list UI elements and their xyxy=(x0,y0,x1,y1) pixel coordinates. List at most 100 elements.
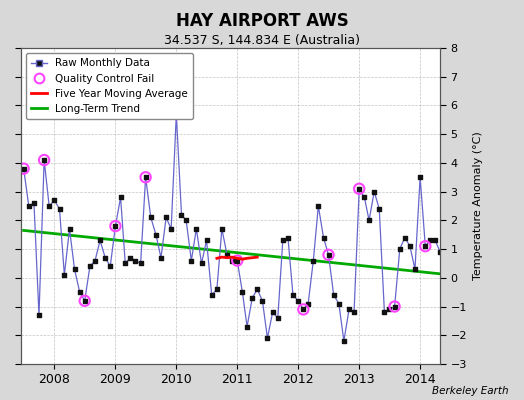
Point xyxy=(111,223,119,229)
Point xyxy=(396,246,404,252)
Point xyxy=(233,257,242,264)
Point xyxy=(182,217,190,224)
Point xyxy=(116,194,125,200)
Point xyxy=(284,234,292,241)
Point xyxy=(25,203,33,209)
Point xyxy=(289,292,297,298)
Y-axis label: Temperature Anomaly (°C): Temperature Anomaly (°C) xyxy=(473,132,483,280)
Point xyxy=(81,298,89,304)
Point xyxy=(213,286,221,292)
Point xyxy=(335,300,343,307)
Point xyxy=(350,309,358,316)
Point xyxy=(294,298,302,304)
Point xyxy=(411,266,419,272)
Point xyxy=(208,292,216,298)
Point xyxy=(217,226,226,232)
Point xyxy=(355,186,364,192)
Text: HAY AIRPORT AWS: HAY AIRPORT AWS xyxy=(176,12,348,30)
Point xyxy=(390,303,399,310)
Legend: Raw Monthly Data, Quality Control Fail, Five Year Moving Average, Long-Term Tren: Raw Monthly Data, Quality Control Fail, … xyxy=(26,53,193,119)
Point xyxy=(30,200,38,206)
Point xyxy=(86,263,94,270)
Point xyxy=(141,174,150,180)
Point xyxy=(436,249,444,255)
Point xyxy=(60,272,69,278)
Point xyxy=(106,263,114,270)
Point xyxy=(233,257,242,264)
Point xyxy=(274,315,282,321)
Point xyxy=(19,166,28,172)
Point xyxy=(243,324,252,330)
Point xyxy=(314,203,323,209)
Point xyxy=(400,234,409,241)
Point xyxy=(131,257,139,264)
Point xyxy=(299,306,308,313)
Point xyxy=(152,232,160,238)
Point xyxy=(421,243,430,250)
Point xyxy=(56,206,64,212)
Point xyxy=(172,111,180,117)
Point xyxy=(324,252,333,258)
Point xyxy=(40,157,48,163)
Point xyxy=(416,174,424,180)
Point xyxy=(141,174,150,180)
Point xyxy=(177,212,185,218)
Point xyxy=(81,298,89,304)
Text: 34.537 S, 144.834 E (Australia): 34.537 S, 144.834 E (Australia) xyxy=(164,34,360,47)
Point xyxy=(426,237,434,244)
Point xyxy=(40,157,48,163)
Point xyxy=(172,111,180,117)
Point xyxy=(365,217,373,224)
Point xyxy=(258,298,267,304)
Point xyxy=(299,306,308,313)
Point xyxy=(187,257,195,264)
Point xyxy=(19,166,28,172)
Point xyxy=(238,289,247,295)
Point xyxy=(96,237,104,244)
Point xyxy=(192,226,201,232)
Point xyxy=(380,309,389,316)
Point xyxy=(263,335,271,341)
Point xyxy=(35,312,43,318)
Point xyxy=(309,257,318,264)
Point xyxy=(136,260,145,267)
Point xyxy=(319,234,328,241)
Point xyxy=(157,254,165,261)
Point xyxy=(355,186,364,192)
Point xyxy=(370,188,378,195)
Point xyxy=(91,257,99,264)
Point xyxy=(66,226,74,232)
Point xyxy=(340,338,348,344)
Point xyxy=(441,246,450,252)
Point xyxy=(228,257,236,264)
Point xyxy=(390,303,399,310)
Point xyxy=(50,197,59,204)
Point xyxy=(385,306,394,313)
Point xyxy=(198,260,206,267)
Point xyxy=(167,226,176,232)
Point xyxy=(162,214,170,221)
Point xyxy=(279,237,287,244)
Point xyxy=(121,260,129,267)
Point xyxy=(45,203,53,209)
Point xyxy=(111,223,119,229)
Point xyxy=(101,254,110,261)
Point xyxy=(375,206,384,212)
Point xyxy=(421,243,430,250)
Point xyxy=(324,252,333,258)
Point xyxy=(431,237,439,244)
Text: Berkeley Earth: Berkeley Earth xyxy=(432,386,508,396)
Point xyxy=(223,252,231,258)
Point xyxy=(126,254,135,261)
Point xyxy=(253,286,261,292)
Point xyxy=(330,292,338,298)
Point xyxy=(75,289,84,295)
Point xyxy=(345,306,353,313)
Point xyxy=(304,300,312,307)
Point xyxy=(70,266,79,272)
Point xyxy=(147,214,155,221)
Point xyxy=(268,309,277,316)
Point xyxy=(406,243,414,250)
Point xyxy=(202,237,211,244)
Point xyxy=(248,295,256,301)
